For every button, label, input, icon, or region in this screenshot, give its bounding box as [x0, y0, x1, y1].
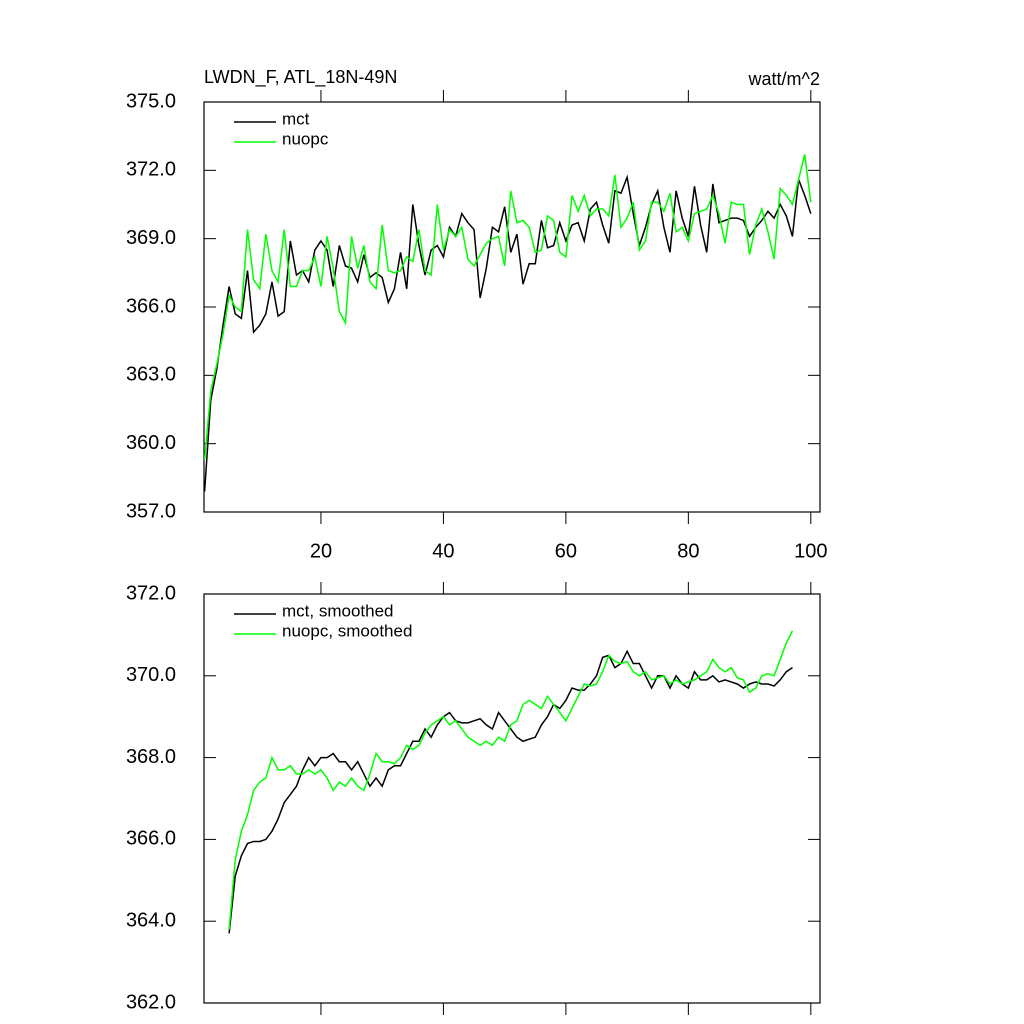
series-line	[203, 154, 812, 460]
units-label: watt/m^2	[748, 69, 820, 89]
chart-title: LWDN_F, ATL_18N-49N	[204, 67, 397, 88]
y-tick-label: 370.0	[126, 664, 176, 686]
legend-label: nuopc	[282, 129, 329, 148]
x-tick-label: 80	[677, 540, 699, 562]
y-tick-label: 372.0	[126, 159, 176, 181]
legend-label: mct, smoothed	[282, 601, 394, 620]
x-tick-label: 20	[310, 540, 332, 562]
y-tick-label: 369.0	[126, 227, 176, 249]
y-tick-label: 368.0	[126, 746, 176, 768]
x-tick-label: 100	[794, 540, 827, 562]
y-tick-label: 375.0	[126, 90, 176, 112]
y-tick-label: 366.0	[126, 295, 176, 317]
series-line	[228, 649, 793, 934]
legend-label: nuopc, smoothed	[282, 621, 412, 640]
y-tick-label: 372.0	[126, 582, 176, 604]
plot-frame	[203, 593, 821, 1004]
y-tick-label: 357.0	[126, 500, 176, 522]
x-tick-label: 60	[555, 540, 577, 562]
series-line	[228, 630, 794, 930]
y-tick-label: 364.0	[126, 909, 176, 931]
y-tick-label: 366.0	[126, 828, 176, 850]
y-tick-label: 362.0	[126, 991, 176, 1013]
y-tick-label: 360.0	[126, 432, 176, 454]
legend-label: mct	[282, 109, 310, 128]
y-tick-label: 363.0	[126, 364, 176, 386]
plot-frame	[203, 101, 821, 513]
x-tick-label: 40	[432, 540, 454, 562]
